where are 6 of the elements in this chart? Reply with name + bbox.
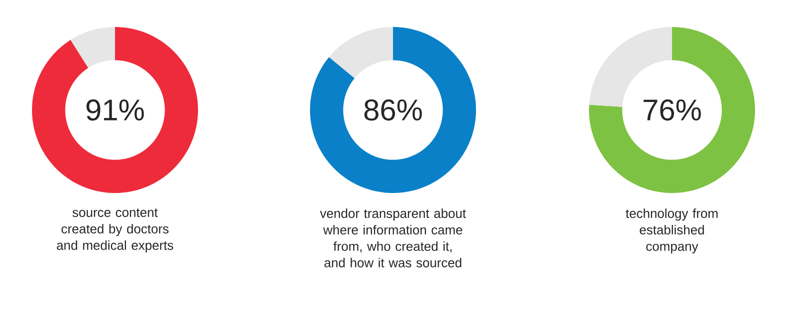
data-label: 76%	[644, 99, 701, 121]
text: vendor transparent about where information came from, who created it, and how it was sourced	[320, 208, 466, 268]
text: source content created by doctors and medical experts	[56, 208, 174, 252]
data-label: 91%	[86, 99, 144, 121]
data-label: 86%	[364, 99, 422, 121]
text: technology from established company	[626, 208, 718, 254]
